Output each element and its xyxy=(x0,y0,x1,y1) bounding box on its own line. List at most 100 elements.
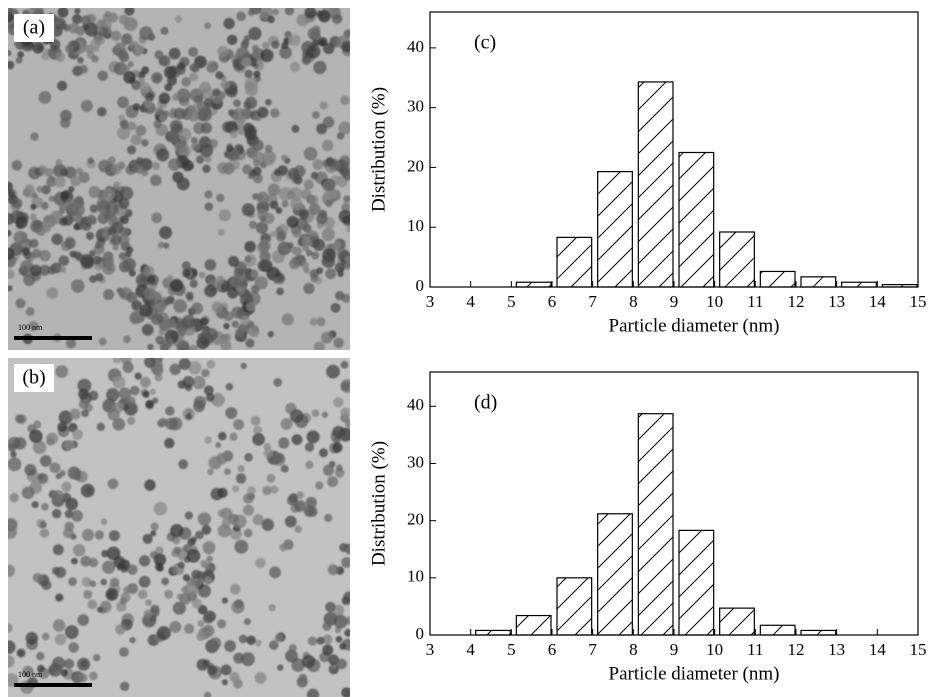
particle xyxy=(304,442,315,452)
label-box xyxy=(14,364,54,392)
particle xyxy=(261,518,275,531)
particle xyxy=(32,41,45,54)
particle xyxy=(340,360,349,369)
particle xyxy=(217,524,232,538)
particle xyxy=(240,41,249,50)
particle xyxy=(247,9,255,16)
particle xyxy=(325,601,336,613)
bar xyxy=(515,614,552,636)
particle xyxy=(69,408,81,420)
particle xyxy=(270,108,280,118)
particle xyxy=(172,601,186,615)
particle xyxy=(80,15,91,26)
particle xyxy=(235,47,250,61)
particle xyxy=(229,130,238,139)
x-tick-label: 12 xyxy=(788,640,805,659)
particle xyxy=(143,100,152,109)
particle xyxy=(204,155,212,163)
particle xyxy=(57,8,69,18)
particle xyxy=(164,83,173,92)
particle xyxy=(216,275,225,284)
particle xyxy=(11,160,23,171)
particle xyxy=(334,468,345,478)
particle xyxy=(276,287,284,296)
particle xyxy=(104,10,111,18)
particle xyxy=(29,238,39,248)
particle xyxy=(8,247,15,260)
particle xyxy=(244,240,256,253)
particle xyxy=(89,204,99,214)
panel-label: (a) xyxy=(23,17,45,39)
particle xyxy=(145,399,154,409)
particle xyxy=(8,229,12,237)
particle xyxy=(191,598,202,609)
particle xyxy=(107,408,120,421)
particle xyxy=(97,107,107,117)
particle xyxy=(267,15,275,24)
particle xyxy=(8,623,13,633)
x-tick-label: 14 xyxy=(869,292,887,311)
particle xyxy=(312,111,320,119)
particle xyxy=(280,464,289,473)
particle xyxy=(59,266,66,273)
particle xyxy=(150,174,162,187)
particle xyxy=(39,264,50,276)
particle xyxy=(169,363,181,375)
particle xyxy=(245,338,255,348)
particle xyxy=(222,121,234,133)
x-tick-label: 9 xyxy=(670,640,679,659)
particle xyxy=(318,9,331,23)
particle xyxy=(8,457,22,472)
particle xyxy=(118,260,132,273)
particle xyxy=(64,237,76,249)
particle xyxy=(327,476,339,488)
y-tick-label: 20 xyxy=(407,156,424,175)
particle xyxy=(203,542,216,555)
particle xyxy=(218,431,227,441)
particle xyxy=(8,640,16,654)
particle xyxy=(306,430,320,444)
particle xyxy=(159,226,173,240)
panel-label: (c) xyxy=(474,32,496,54)
particle xyxy=(248,172,255,180)
particle xyxy=(127,121,137,131)
y-tick-label: 40 xyxy=(407,37,424,56)
particle xyxy=(134,372,142,380)
particle xyxy=(52,544,64,556)
particle xyxy=(131,300,142,311)
particle xyxy=(143,609,153,619)
particle xyxy=(241,57,252,68)
x-tick-label: 7 xyxy=(588,292,597,311)
particle xyxy=(78,171,90,184)
particles xyxy=(8,8,350,350)
particle xyxy=(134,44,145,55)
particle xyxy=(197,605,208,615)
particle xyxy=(257,240,270,254)
particle xyxy=(117,161,126,170)
particle xyxy=(21,486,35,500)
particle xyxy=(302,654,316,669)
particle xyxy=(266,473,276,483)
particle xyxy=(301,236,312,247)
particle xyxy=(292,246,302,256)
particle xyxy=(51,508,62,519)
particle xyxy=(335,464,343,472)
bar xyxy=(800,629,837,636)
particle xyxy=(244,128,257,141)
particle xyxy=(284,8,295,16)
particle xyxy=(346,225,350,233)
particle xyxy=(311,409,320,418)
particle xyxy=(119,647,129,657)
particle xyxy=(98,26,109,37)
particle xyxy=(315,481,324,490)
particle xyxy=(254,672,267,684)
particle xyxy=(89,580,97,588)
particle xyxy=(28,321,39,331)
particle xyxy=(177,561,185,569)
particle xyxy=(284,515,297,528)
particle xyxy=(343,195,350,203)
particle xyxy=(72,428,83,440)
particle xyxy=(131,166,139,174)
particle xyxy=(110,234,122,246)
particle xyxy=(153,553,167,566)
